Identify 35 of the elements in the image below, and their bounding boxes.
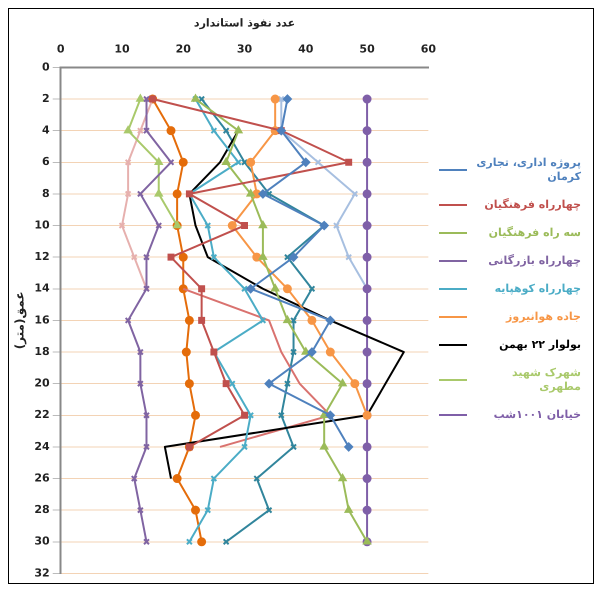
x-tick-label: 30 [236,42,253,56]
y-tick-label: 24 [34,440,50,453]
y-tick-label: 2 [42,92,50,105]
x-tick-label: 0 [56,42,65,56]
x-tick-label: 60 [420,42,436,56]
text: شهرک شهید مطهری [511,366,581,394]
y-tick-label: 10 [34,218,50,232]
x-tick-label: 10 [114,42,130,56]
y-tick-label: 8 [42,186,50,200]
y-tick-label: 28 [34,503,50,516]
text: جاده هوانیروز [504,310,581,324]
legend-label: سه راه فرهنگیان [488,226,581,240]
x-tick-label: 20 [176,42,192,56]
y-tick-label: 26 [34,471,50,484]
y-tick-label: 20 [34,376,50,390]
y-tick-label: 18 [34,344,50,358]
x-axis-title: عدد نفوذ استاندارد [194,16,296,30]
text: خیابان ۱۰۰۱شب [492,408,581,422]
legend-label: چهارراه بازرگانی [487,254,581,268]
y-tick-label: 12 [34,250,50,264]
y-tick-label: 0 [42,60,50,74]
y-tick-label: 6 [42,155,50,168]
y-axis-title: عمق(متر) [12,291,26,350]
text: بولوار ۲۲ بهمن [498,338,581,352]
y-tick-label: 22 [34,408,50,422]
x-tick-label: 50 [359,42,376,56]
text: چهارراه کوهپایه [494,282,581,296]
legend-label: چهارراه فرهنگیان [483,198,581,212]
y-tick-label: 32 [34,566,50,580]
y-tick-label: 30 [34,534,50,548]
y-tick-label: 4 [42,124,50,137]
y-tick-label: 16 [34,313,50,326]
x-tick-label: 40 [298,42,314,56]
legend-label: پروژه اداری، تجاری کرمان [475,156,581,184]
y-tick-label: 14 [34,282,50,295]
